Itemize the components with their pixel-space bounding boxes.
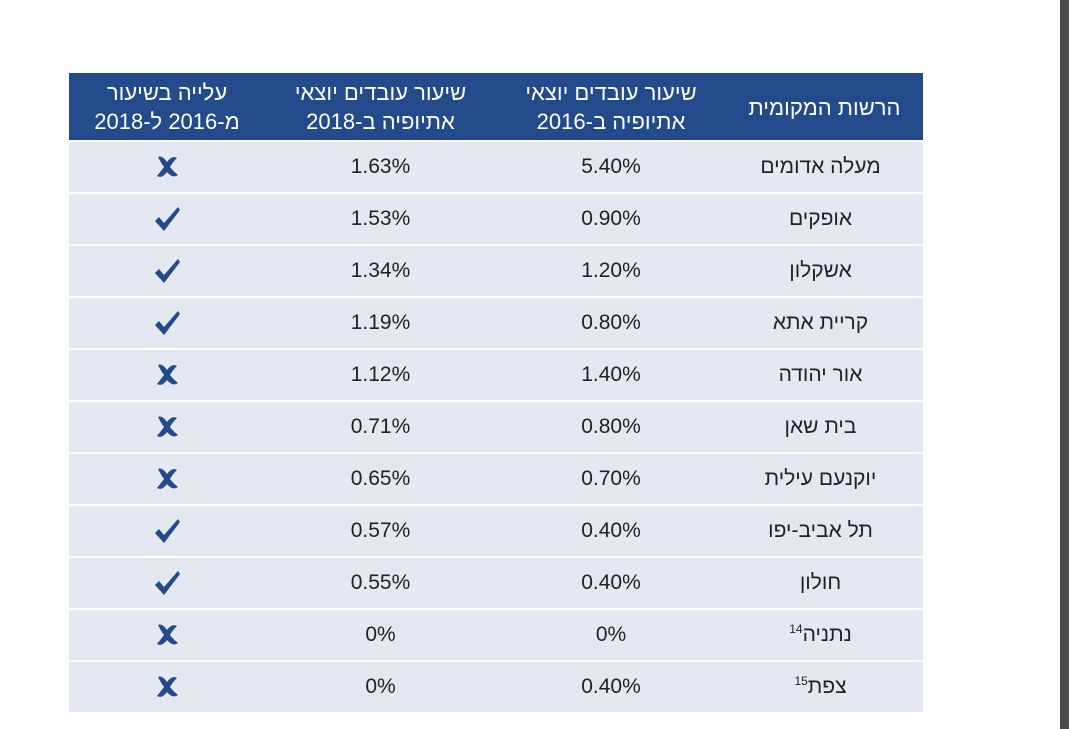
cell-rate-2016: 5.40% (496, 142, 726, 192)
cell-rate-2018: 1.53% (265, 194, 496, 244)
cell-authority: קריית אתא (726, 298, 923, 348)
cell-rate-2018: 0.71% (265, 402, 496, 452)
cell-rate-2018: 1.34% (265, 246, 496, 296)
authority-name: תל אביב-יפו (768, 519, 873, 542)
check-icon (155, 311, 180, 335)
x-icon (157, 468, 178, 489)
header-rate-2016: שיעור עובדים יוצאי אתיופיה ב-2016 (496, 73, 726, 140)
cell-rate-2018: 1.12% (265, 350, 496, 400)
footnote-ref: 14 (789, 622, 803, 636)
authority-name: צפת (807, 675, 847, 698)
cell-authority: בית שאן (726, 402, 923, 452)
cell-rate-2016: 0.40% (496, 506, 726, 556)
cell-rise (69, 142, 265, 192)
authority-name: קריית אתא (772, 311, 869, 334)
cell-rise (69, 194, 265, 244)
authority-name: אור יהודה (778, 363, 863, 386)
cell-rate-2016: 0.40% (496, 558, 726, 608)
header-authority: הרשות המקומית (726, 73, 923, 140)
x-icon (157, 364, 178, 385)
cell-rate-2018: 0% (265, 610, 496, 660)
cell-rise (69, 402, 265, 452)
check-icon (155, 519, 180, 543)
cell-rate-2018: 0% (265, 662, 496, 712)
x-icon (157, 156, 178, 177)
cell-rate-2016: 0.80% (496, 298, 726, 348)
table-row: צפת15 0.40% 0% (69, 662, 923, 712)
cell-rate-2018: 1.63% (265, 142, 496, 192)
table-row: אשקלון 1.20% 1.34% (69, 246, 923, 296)
authority-name: אופקים (788, 207, 853, 230)
employment-rate-table: הרשות המקומית שיעור עובדים יוצאי אתיופיה… (69, 71, 923, 714)
table-row: קריית אתא 0.80% 1.19% (69, 298, 923, 348)
authority-name: חולון (799, 571, 842, 594)
authority-name: יוקנעם עילית (764, 467, 877, 490)
cell-rate-2016: 0.80% (496, 402, 726, 452)
cell-rise (69, 350, 265, 400)
cell-rise (69, 558, 265, 608)
header-rate-2018: שיעור עובדים יוצאי אתיופיה ב-2018 (265, 73, 496, 140)
cell-rise (69, 662, 265, 712)
table-row: אופקים 0.90% 1.53% (69, 194, 923, 244)
cell-rate-2016: 1.40% (496, 350, 726, 400)
cell-rise (69, 610, 265, 660)
authority-name: נתניה (802, 623, 852, 646)
check-icon (155, 207, 180, 231)
cell-authority: אופקים (726, 194, 923, 244)
x-icon (157, 624, 178, 645)
cell-rise (69, 454, 265, 504)
table-row: נתניה14 0% 0% (69, 610, 923, 660)
x-icon (157, 416, 178, 437)
table-row: מעלה אדומים 5.40% 1.63% (69, 142, 923, 192)
cell-authority: תל אביב-יפו (726, 506, 923, 556)
cell-rate-2018: 0.55% (265, 558, 496, 608)
check-icon (155, 259, 180, 283)
table-row: תל אביב-יפו 0.40% 0.57% (69, 506, 923, 556)
cell-rate-2016: 0.90% (496, 194, 726, 244)
cell-authority: אשקלון (726, 246, 923, 296)
cell-rate-2018: 0.65% (265, 454, 496, 504)
authority-name: בית שאן (784, 415, 857, 438)
cell-authority: צפת15 (726, 662, 923, 712)
cell-rise (69, 246, 265, 296)
cell-authority: חולון (726, 558, 923, 608)
table-row: בית שאן 0.80% 0.71% (69, 402, 923, 452)
cell-rate-2018: 1.19% (265, 298, 496, 348)
check-icon (155, 571, 180, 595)
cell-authority: מעלה אדומים (726, 142, 923, 192)
authority-name: אשקלון (789, 259, 852, 282)
cell-rise (69, 298, 265, 348)
cell-rate-2016: 0% (496, 610, 726, 660)
cell-rate-2016: 0.40% (496, 662, 726, 712)
cell-authority: יוקנעם עילית (726, 454, 923, 504)
header-rise: עלייה בשיעור מ-2016 ל-2018 (69, 73, 265, 140)
cell-rate-2018: 0.57% (265, 506, 496, 556)
footnote-ref: 15 (794, 674, 808, 688)
table-row: חולון 0.40% 0.55% (69, 558, 923, 608)
header-row: הרשות המקומית שיעור עובדים יוצאי אתיופיה… (69, 73, 923, 140)
cell-authority: אור יהודה (726, 350, 923, 400)
table-row: אור יהודה 1.40% 1.12% (69, 350, 923, 400)
authority-name: מעלה אדומים (760, 155, 881, 178)
cell-rise (69, 506, 265, 556)
table-row: יוקנעם עילית 0.70% 0.65% (69, 454, 923, 504)
cell-rate-2016: 0.70% (496, 454, 726, 504)
x-icon (157, 676, 178, 697)
cell-rate-2016: 1.20% (496, 246, 726, 296)
page-edge-bar (1060, 0, 1069, 729)
cell-authority: נתניה14 (726, 610, 923, 660)
